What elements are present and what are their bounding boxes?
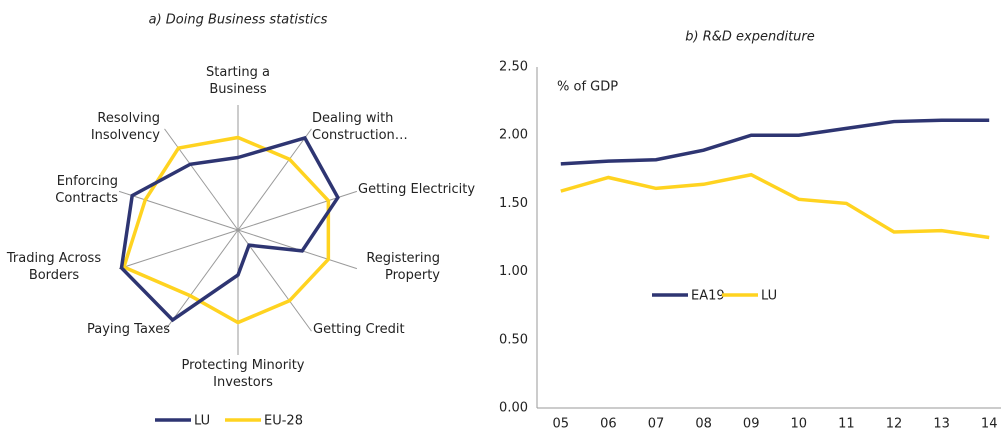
- line-series: [560, 172, 990, 240]
- spoke: [164, 128, 239, 231]
- legend-label: LU: [761, 289, 777, 304]
- axis-label: Getting Electricity: [358, 182, 476, 197]
- x-tick-label: 09: [743, 417, 760, 432]
- spoke: [164, 229, 239, 332]
- y-tick-label: 1.00: [499, 264, 528, 279]
- chart-title: a) Doing Business statistics: [149, 13, 328, 28]
- y-tick-label: 0.50: [499, 332, 528, 347]
- legend-label: EU-28: [264, 414, 303, 429]
- y-tick-label: 2.50: [499, 60, 528, 75]
- chart-title: b) R&D expenditure: [685, 30, 815, 45]
- x-tick-label: 11: [838, 417, 855, 432]
- axis-label: Starting a Business: [206, 65, 270, 97]
- axis-label: Paying Taxes: [87, 322, 170, 337]
- annotation: % of GDP: [557, 80, 618, 95]
- x-tick-label: 12: [886, 417, 903, 432]
- x-tick-label: 07: [648, 417, 665, 432]
- radar-series: [121, 135, 331, 325]
- line-series: [560, 118, 990, 166]
- axis-label: Getting Credit: [313, 322, 405, 337]
- x-tick-label: 08: [695, 417, 712, 432]
- axis-label: Resolving Insolvency: [90, 111, 160, 143]
- axis-label: Enforcing Contracts: [55, 174, 118, 206]
- radar-series: [119, 135, 340, 323]
- axis-label: Trading Across Borders: [6, 251, 102, 283]
- axis-label: Registering Property: [366, 251, 440, 283]
- spoke: [118, 229, 239, 270]
- legend-label: LU: [194, 414, 210, 429]
- x-tick-label: 10: [791, 417, 808, 432]
- spoke: [118, 190, 239, 231]
- axis-label: Dealing with Construction…: [312, 111, 408, 143]
- y-tick-label: 1.50: [499, 196, 528, 211]
- axis-label: Protecting Minority Investors: [181, 358, 305, 390]
- y-tick-label: 2.00: [499, 128, 528, 143]
- legend-label: EA19: [691, 289, 725, 304]
- y-tick-label: 0.00: [499, 401, 528, 416]
- x-tick-label: 05: [553, 417, 570, 432]
- spoke: [237, 128, 312, 231]
- x-tick-label: 06: [600, 417, 617, 432]
- x-tick-label: 14: [981, 417, 998, 432]
- x-tick-label: 13: [933, 417, 950, 432]
